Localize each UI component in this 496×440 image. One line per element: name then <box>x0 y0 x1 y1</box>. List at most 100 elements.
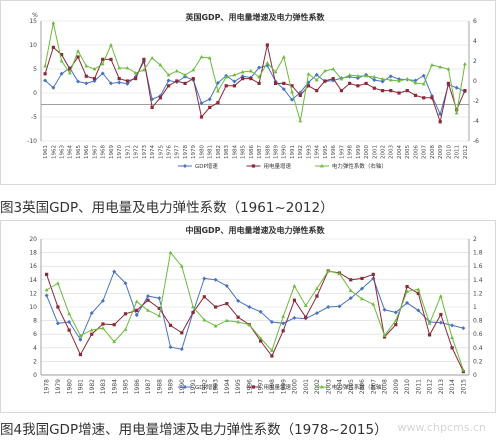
cn-legend-label: 用电量增速 <box>263 383 291 391</box>
uk-x-tick-label: 1991 <box>290 145 296 159</box>
cn-electricity-point <box>101 322 105 326</box>
uk-electricity-point <box>389 89 393 93</box>
uk-gdp-point <box>281 87 286 92</box>
uk-gdp-point <box>59 71 64 76</box>
uk-y-tick-label: -10 <box>27 138 37 145</box>
uk-x-tick-label: 1993 <box>306 145 312 159</box>
uk-electricity-point <box>273 81 278 85</box>
cn-legend-label: 电力弹性系数（右轴） <box>332 383 387 391</box>
uk-electricity-point <box>446 81 451 85</box>
cn-elasticity-point <box>55 281 60 285</box>
cn-gdp-point <box>438 320 443 325</box>
uk-elasticity-point <box>174 69 179 73</box>
cn-x-tick-label: 1985 <box>123 379 130 394</box>
uk-electricity-point <box>455 108 459 112</box>
cn-elasticity-point <box>134 299 139 303</box>
cn-electricity-point <box>349 278 353 282</box>
cn-gdp-point <box>258 309 263 314</box>
uk-electricity-point <box>323 79 327 83</box>
cn-gdp-point <box>337 304 342 309</box>
cn-electricity-point <box>371 272 375 276</box>
cn-elasticity-point <box>236 319 241 324</box>
cn-electricity-point <box>168 323 173 327</box>
uk-electricity-point <box>142 57 146 61</box>
uk-electricity-point <box>84 74 88 78</box>
uk-gdp-point <box>51 85 56 90</box>
uk-x-tick-label: 1966 <box>84 145 90 159</box>
cn-y-tick-label: 6 <box>33 331 37 338</box>
uk-elasticity-point <box>314 78 319 82</box>
cn-electricity-point <box>90 332 94 336</box>
cn-x-tick-label: 1979 <box>55 379 62 394</box>
uk-y2-tick-label: 0 <box>473 78 477 85</box>
uk-electricity-point <box>372 86 376 90</box>
uk-chart-caption: 图3英国GDP、用电量及电力弹性系数（1961~2012） <box>0 200 334 216</box>
uk-x-tick-label: 2012 <box>463 145 469 159</box>
uk-elasticity-point <box>430 63 434 67</box>
cn-x-tick-label: 1978 <box>44 379 51 394</box>
uk-gdp-point <box>454 85 459 90</box>
uk-gdp-point <box>413 78 418 83</box>
cn-elasticity-point <box>78 333 83 337</box>
uk-electricity-point <box>430 96 434 100</box>
uk-gdp-point <box>117 80 122 85</box>
cn-y-tick-label: 0 <box>33 372 37 379</box>
uk-x-tick-label: 1999 <box>356 145 362 159</box>
cn-y-tick-label: 12 <box>29 290 37 297</box>
cn-y-tick-label: 8 <box>33 318 37 325</box>
uk-elasticity-point <box>150 56 155 60</box>
uk-elasticity-point <box>265 61 270 65</box>
uk-x-tick-label: 1982 <box>216 145 222 159</box>
cn-y-tick-label: 18 <box>29 250 37 257</box>
uk-legend-label: GDP增速 <box>195 162 218 170</box>
uk-gdp-point <box>290 97 295 102</box>
uk-elasticity-point <box>438 65 443 69</box>
uk-elasticity-point <box>388 78 393 82</box>
uk-elasticity-point <box>43 64 48 68</box>
uk-gdp-point <box>207 97 212 102</box>
uk-x-tick-label: 1995 <box>323 145 329 159</box>
uk-electricity-point <box>438 120 442 124</box>
uk-electricity-point <box>232 84 237 88</box>
uk-x-tick-label: 1983 <box>224 145 230 159</box>
cn-y-tick-label: 4 <box>33 345 37 352</box>
uk-gdp-point <box>84 81 89 86</box>
uk-elasticity-point <box>191 68 196 72</box>
cn-electricity-point <box>360 276 364 281</box>
uk-x-tick-label: 1975 <box>158 145 164 159</box>
uk-elasticity-point <box>257 75 262 79</box>
cn-x-tick-label: 1983 <box>100 379 107 394</box>
uk-elasticity-point <box>248 69 253 73</box>
uk-electricity-point <box>331 77 335 81</box>
cn-x-tick-label: 1981 <box>78 379 85 394</box>
cn-elasticity-point <box>224 318 229 322</box>
cn-elasticity-point <box>427 321 432 325</box>
cn-series-gdp-line <box>46 270 464 350</box>
uk-x-tick-label: 2011 <box>455 145 461 159</box>
uk-elasticity-point <box>454 111 459 115</box>
watermark: www.chpcms.cn <box>397 421 487 434</box>
uk-x-tick-label: 2010 <box>446 145 452 159</box>
cn-elasticity-point <box>360 296 364 301</box>
uk-elasticity-point <box>207 56 212 60</box>
uk-x-tick-label: 2003 <box>389 145 395 159</box>
cn-x-tick-label: 1993 <box>213 379 220 394</box>
uk-y-tick-label: -5 <box>31 114 37 121</box>
cn-electricity-point <box>416 291 420 295</box>
cn-x-tick-label: 1991 <box>190 379 197 394</box>
uk-y2-tick-label: 6 <box>473 18 477 25</box>
cn-gdp-point <box>247 305 252 309</box>
cn-electricity-point <box>157 306 161 310</box>
cn-gdp-point <box>55 321 60 326</box>
uk-x-tick-label: 1986 <box>249 145 255 159</box>
uk-elasticity-point <box>199 55 204 59</box>
uk-gdp-point <box>43 78 48 83</box>
uk-x-tick-label: 2000 <box>364 145 370 159</box>
cn-elasticity-point <box>292 283 297 288</box>
uk-gdp-point <box>215 80 220 85</box>
uk-x-tick-label: 1972 <box>134 145 140 159</box>
uk-electricity-point <box>348 81 352 85</box>
uk-electricity-point <box>290 84 294 88</box>
uk-legend-marker <box>182 164 187 168</box>
uk-gdp-point <box>76 79 81 84</box>
